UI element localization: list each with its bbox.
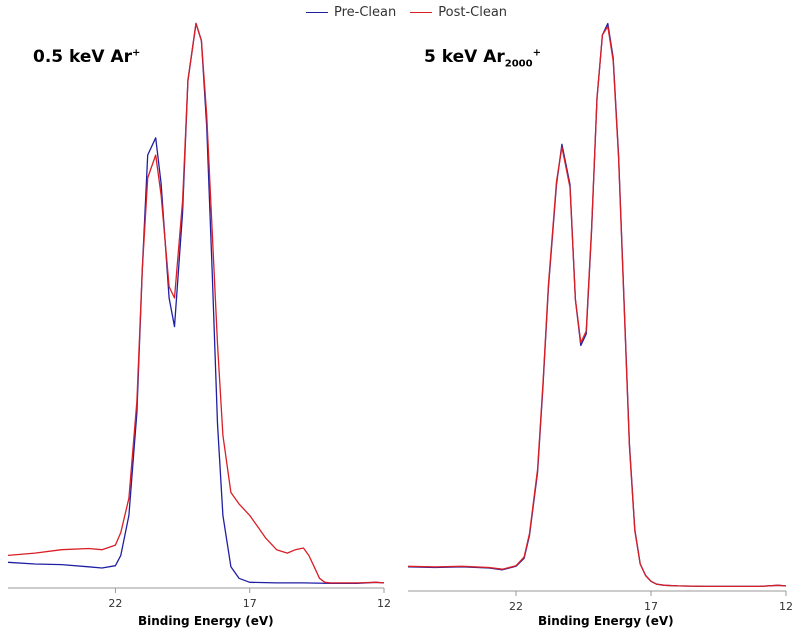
- legend-item-pre-clean: Pre-Clean: [306, 5, 396, 20]
- legend-swatch-post-clean: [410, 12, 433, 13]
- right-x-axis-label: Binding Energy (eV): [538, 614, 674, 628]
- legend-label-post-clean: Post-Clean: [438, 5, 508, 20]
- legend-label-pre-clean: Pre-Clean: [334, 5, 397, 20]
- legend: Pre-Clean Post-Clean: [306, 5, 521, 20]
- left-x-axis-label: Binding Energy (eV): [138, 614, 274, 628]
- legend-item-post-clean: Post-Clean: [410, 5, 507, 20]
- left-series-post-clean-line: [7, 22, 385, 584]
- right-panel-title: 5 keV Ar2000+: [424, 47, 541, 69]
- legend-swatch-pre-clean: [306, 12, 328, 13]
- right-x-tick-label: 12: [779, 600, 793, 613]
- right-series-post-clean-line: [407, 25, 787, 588]
- right-panel-title-main: 5 keV Ar: [424, 47, 505, 67]
- left-series-pre-clean-line: [7, 22, 385, 585]
- right-x-tick-label: 17: [644, 600, 658, 613]
- right-panel-title-sup: +: [532, 47, 541, 59]
- right-x-tick-label: 22: [509, 600, 523, 613]
- left-x-tick-label: 12: [377, 597, 391, 610]
- right-panel-title-sub: 2000: [504, 58, 533, 70]
- left-panel-title-sup: +: [132, 47, 141, 59]
- left-panel-title-main: 0.5 keV Ar: [33, 47, 133, 67]
- left-panel-title: 0.5 keV Ar+: [33, 47, 140, 67]
- left-x-tick-label: 17: [243, 597, 257, 610]
- left-x-tick-label: 22: [108, 597, 122, 610]
